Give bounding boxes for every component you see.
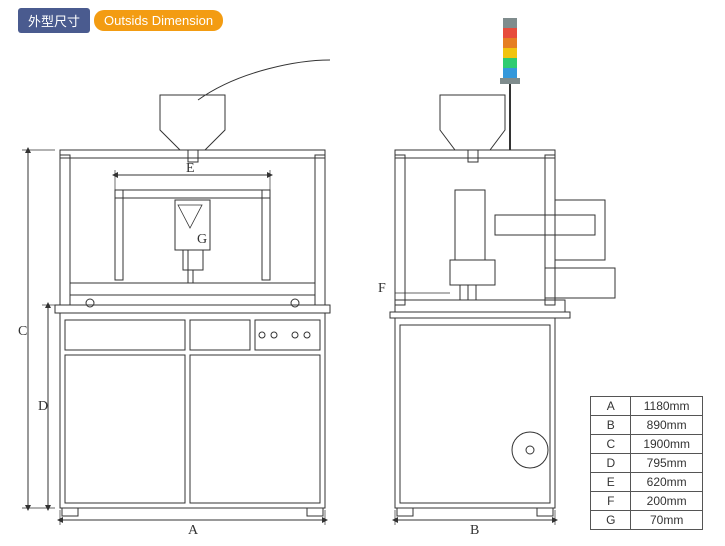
dim-value: 1900mm [631, 435, 703, 454]
dim-key: G [591, 511, 631, 530]
dim-letter-F: F [378, 281, 386, 296]
dim-key: A [591, 397, 631, 416]
table-row: A1180mm [591, 397, 703, 416]
dim-letter-B: B [470, 523, 479, 538]
dim-value: 70mm [631, 511, 703, 530]
dimension-table: A1180mmB890mmC1900mmD795mmE620mmF200mmG7… [590, 396, 703, 530]
dim-key: E [591, 473, 631, 492]
dim-value: 795mm [631, 454, 703, 473]
dim-key: D [591, 454, 631, 473]
dim-value: 620mm [631, 473, 703, 492]
dim-key: C [591, 435, 631, 454]
table-row: F200mm [591, 492, 703, 511]
dim-letter-G: G [197, 232, 207, 247]
dim-key: F [591, 492, 631, 511]
table-row: B890mm [591, 416, 703, 435]
dim-value: 1180mm [631, 397, 703, 416]
table-row: D795mm [591, 454, 703, 473]
signal-light [500, 18, 520, 84]
dim-value: 200mm [631, 492, 703, 511]
table-row: E620mm [591, 473, 703, 492]
side-view [390, 18, 615, 525]
dim-value: 890mm [631, 416, 703, 435]
dim-letter-C: C [18, 324, 27, 339]
table-row: C1900mm [591, 435, 703, 454]
front-view [22, 60, 330, 525]
dim-key: B [591, 416, 631, 435]
dim-letter-A: A [188, 523, 199, 538]
table-row: G70mm [591, 511, 703, 530]
dim-letter-D: D [38, 399, 48, 414]
dimension-table-body: A1180mmB890mmC1900mmD795mmE620mmF200mmG7… [591, 397, 703, 530]
dim-letter-E: E [186, 161, 195, 176]
